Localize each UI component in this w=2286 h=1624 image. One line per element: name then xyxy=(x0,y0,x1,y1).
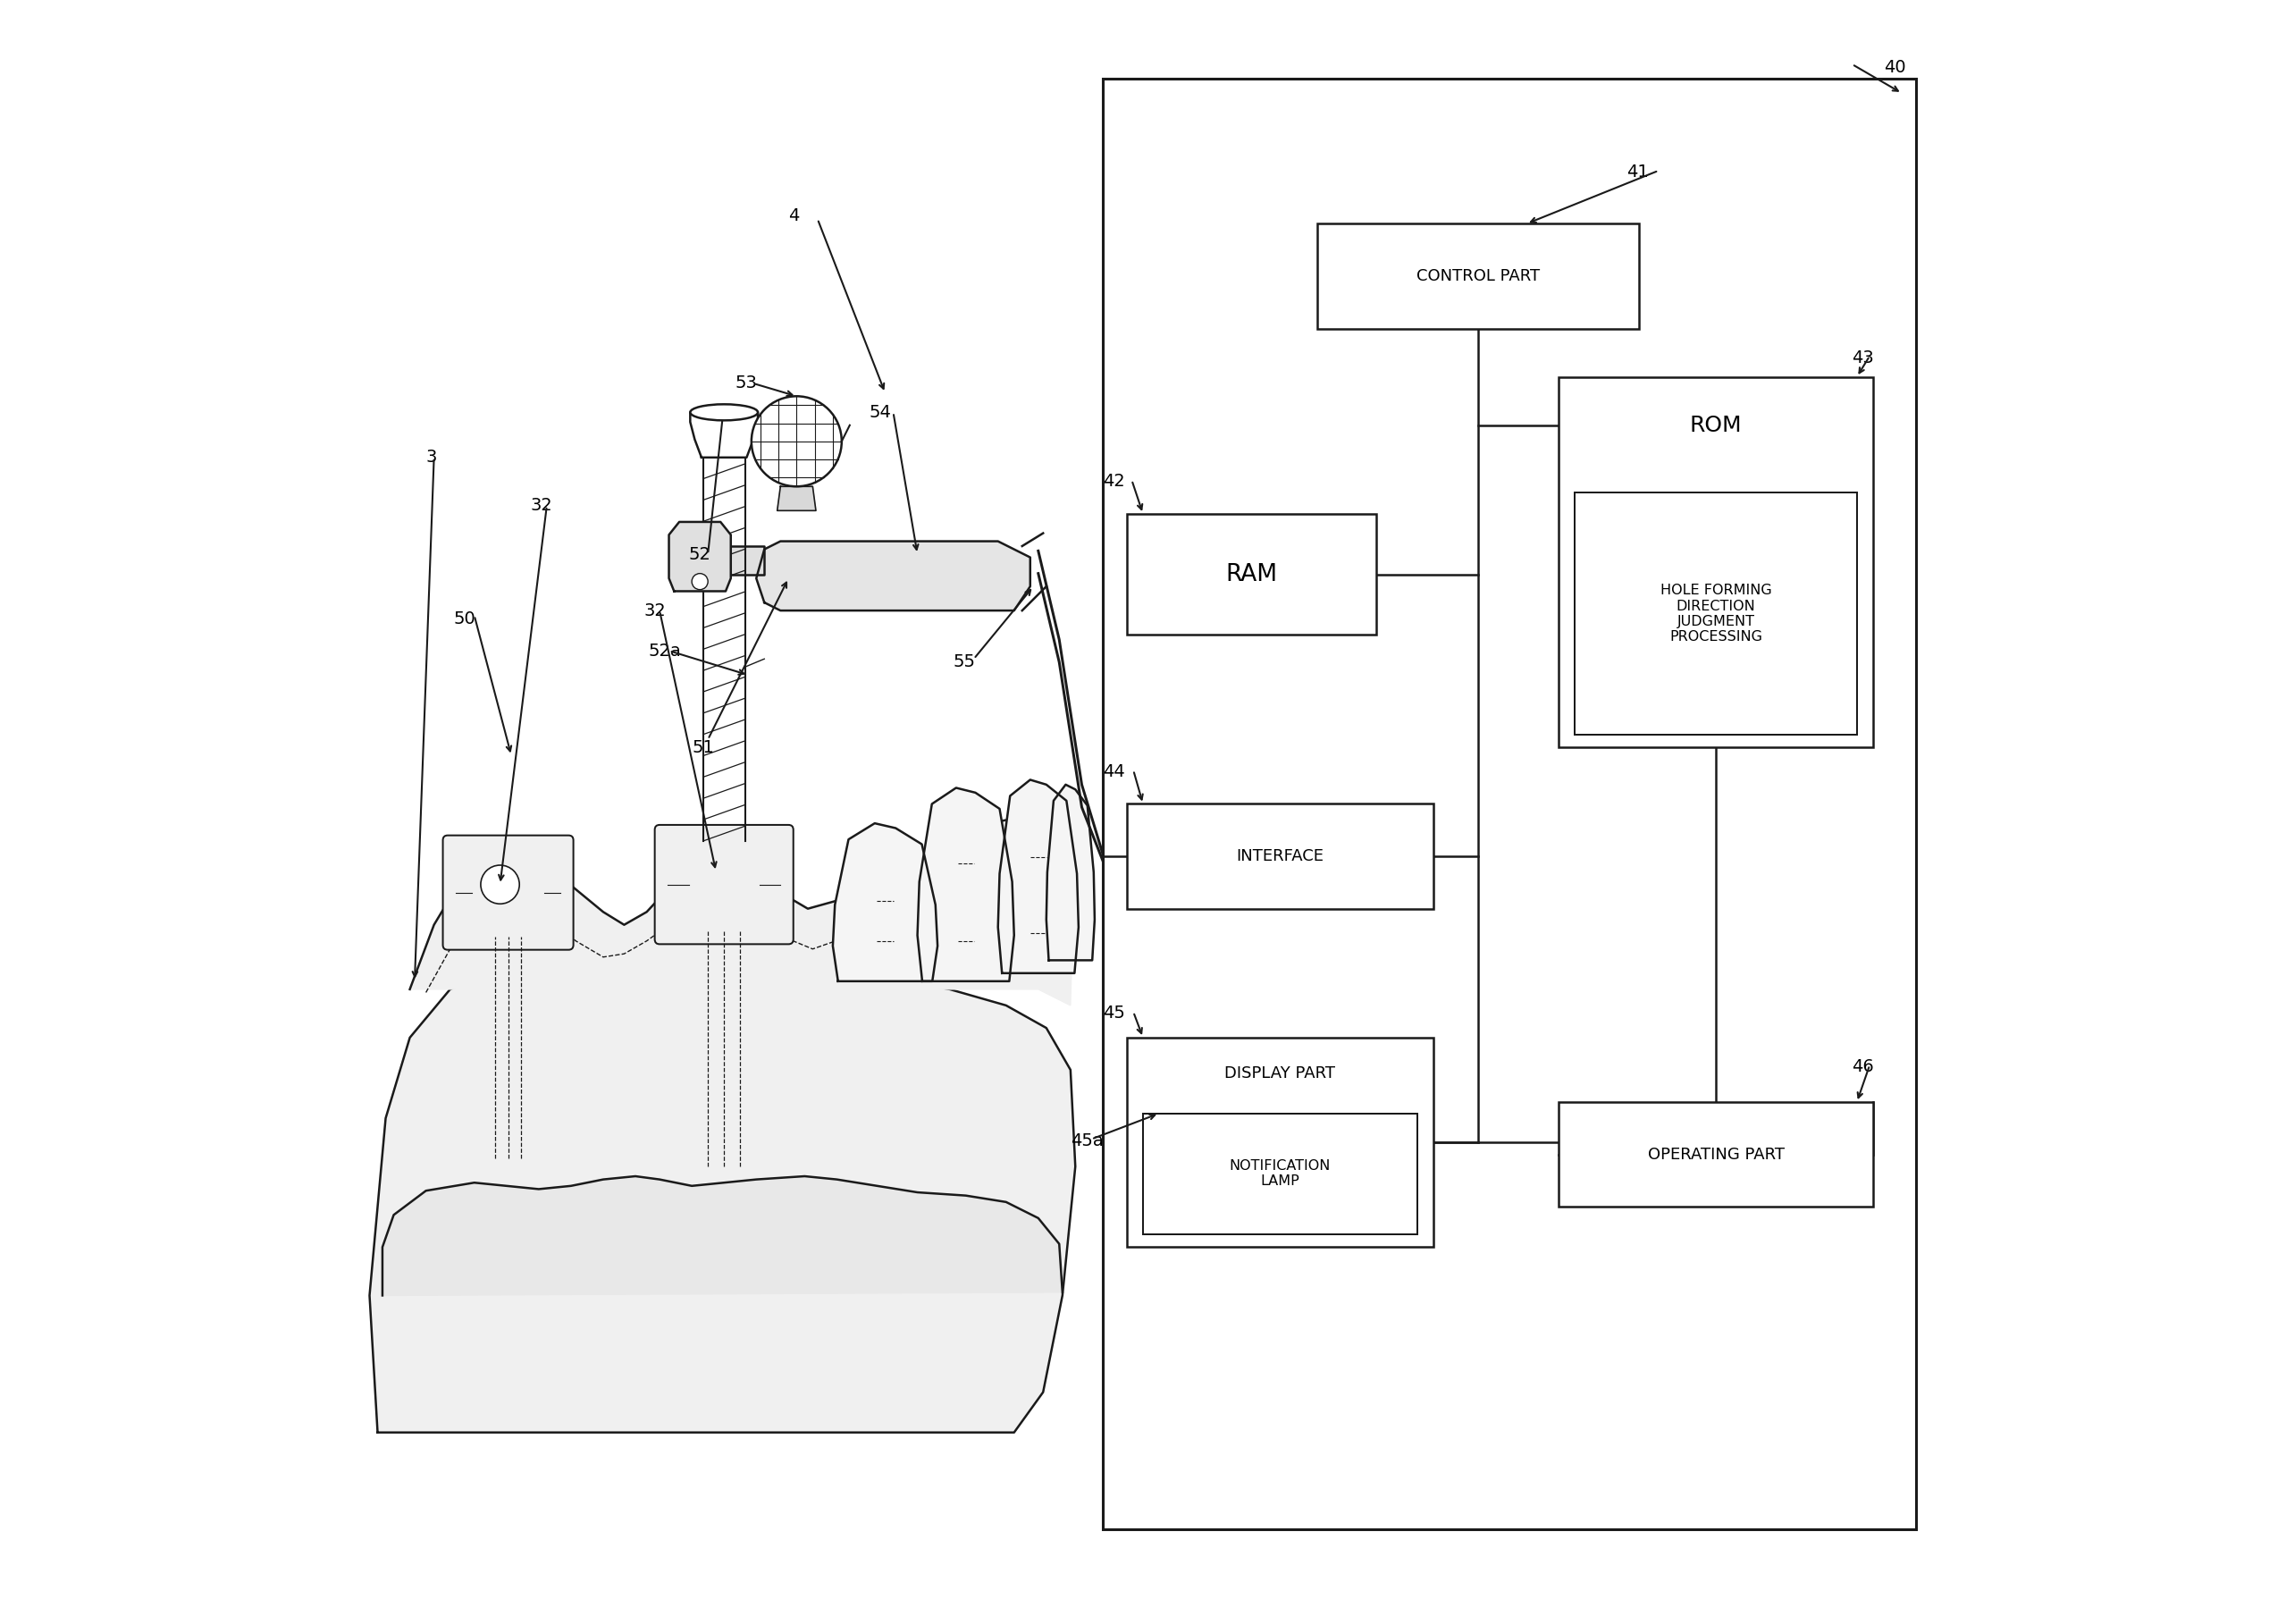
Text: 50: 50 xyxy=(453,611,475,627)
Text: 44: 44 xyxy=(1102,763,1125,780)
Circle shape xyxy=(480,866,519,905)
Text: 43: 43 xyxy=(1852,349,1875,365)
Bar xyxy=(1102,78,1916,1530)
Text: 52: 52 xyxy=(688,546,711,562)
Text: 53: 53 xyxy=(736,375,757,391)
FancyBboxPatch shape xyxy=(654,825,793,944)
Text: 53a: 53a xyxy=(784,456,816,474)
Bar xyxy=(1317,224,1639,328)
Polygon shape xyxy=(670,521,732,591)
Bar xyxy=(1143,1114,1417,1234)
Polygon shape xyxy=(832,823,937,981)
Text: 54: 54 xyxy=(869,404,892,421)
Text: 55: 55 xyxy=(953,653,976,671)
Bar xyxy=(1127,513,1376,635)
Text: DISPLAY PART: DISPLAY PART xyxy=(1225,1065,1335,1082)
Text: 40: 40 xyxy=(1884,58,1907,76)
Polygon shape xyxy=(917,788,1015,981)
Bar xyxy=(1127,1038,1433,1247)
Bar xyxy=(1127,804,1433,909)
Bar xyxy=(1559,1103,1872,1207)
Text: ROM: ROM xyxy=(1689,414,1742,435)
Text: 32: 32 xyxy=(530,497,553,515)
Polygon shape xyxy=(370,970,1074,1432)
Text: 4: 4 xyxy=(789,208,800,224)
Circle shape xyxy=(693,573,709,590)
Text: 46: 46 xyxy=(1852,1059,1875,1075)
Bar xyxy=(1559,377,1872,747)
Text: 42: 42 xyxy=(1102,473,1125,490)
Ellipse shape xyxy=(690,404,759,421)
Polygon shape xyxy=(999,780,1079,973)
Polygon shape xyxy=(777,487,816,510)
Text: 52a: 52a xyxy=(649,643,681,659)
Text: RAM: RAM xyxy=(1225,562,1278,586)
Text: 51: 51 xyxy=(693,739,713,757)
Polygon shape xyxy=(409,820,1074,1005)
Polygon shape xyxy=(700,546,764,575)
FancyBboxPatch shape xyxy=(443,835,574,950)
Polygon shape xyxy=(1047,784,1095,960)
Circle shape xyxy=(752,396,841,487)
Bar xyxy=(1575,494,1856,734)
Polygon shape xyxy=(382,1176,1063,1296)
Polygon shape xyxy=(690,412,759,458)
Polygon shape xyxy=(757,541,1031,611)
Text: HOLE FORMING
DIRECTION
JUDGMENT
PROCESSING: HOLE FORMING DIRECTION JUDGMENT PROCESSI… xyxy=(1660,583,1772,643)
Text: 32: 32 xyxy=(642,603,665,619)
Text: 45: 45 xyxy=(1102,1005,1125,1021)
Text: OPERATING PART: OPERATING PART xyxy=(1648,1147,1783,1163)
Text: INTERFACE: INTERFACE xyxy=(1237,848,1324,864)
Text: 45a: 45a xyxy=(1070,1132,1104,1150)
Text: NOTIFICATION
LAMP: NOTIFICATION LAMP xyxy=(1230,1160,1330,1189)
Text: CONTROL PART: CONTROL PART xyxy=(1417,268,1541,284)
Text: 3: 3 xyxy=(425,448,437,466)
Text: 41: 41 xyxy=(1625,164,1648,180)
